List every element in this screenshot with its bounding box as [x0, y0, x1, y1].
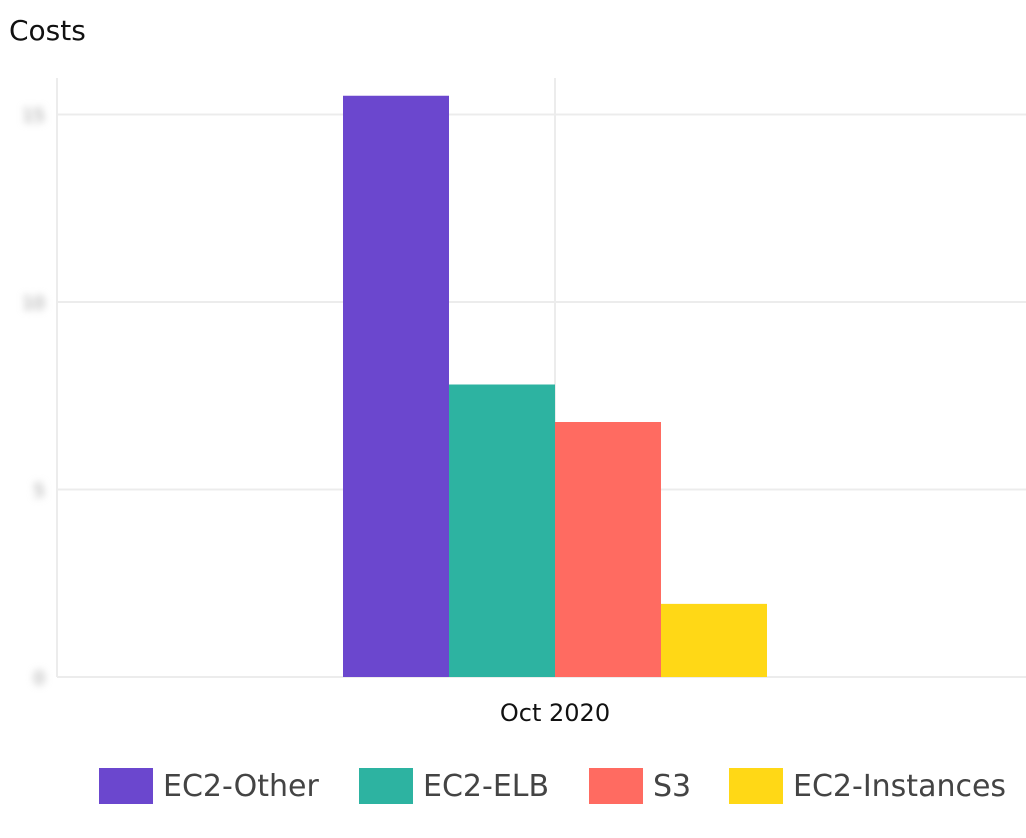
legend-item[interactable]: EC2-Instances	[729, 766, 1006, 806]
legend-label: EC2-Instances	[793, 768, 1007, 804]
legend-swatch	[99, 768, 153, 804]
chart-title: Costs	[9, 14, 86, 47]
y-tick-label: 0	[34, 668, 45, 689]
bar-ec2-instances	[661, 603, 767, 677]
bar-s3	[555, 422, 661, 677]
y-tick-label: 10	[22, 293, 45, 314]
legend-item[interactable]: S3	[589, 766, 691, 806]
legend-swatch	[729, 768, 783, 804]
legend-label: EC2-Other	[163, 768, 319, 804]
legend-swatch	[359, 768, 413, 804]
x-tick-label: Oct 2020	[500, 699, 610, 727]
y-tick-label: 15	[22, 106, 45, 127]
bar-ec2-other	[343, 95, 449, 677]
legend-label: EC2-ELB	[423, 768, 550, 804]
legend-item[interactable]: EC2-Other	[99, 766, 319, 806]
legend-swatch	[589, 768, 643, 804]
legend-item[interactable]: EC2-ELB	[359, 766, 549, 806]
bar-ec2-elb	[449, 384, 555, 677]
legend-label: S3	[653, 768, 692, 804]
y-tick-label: 5	[34, 481, 45, 502]
legend: EC2-Other EC2-ELB S3 EC2-Instances	[0, 766, 1026, 806]
bar-chart: 0 5 10 15 Oct 2020	[22, 78, 1026, 727]
